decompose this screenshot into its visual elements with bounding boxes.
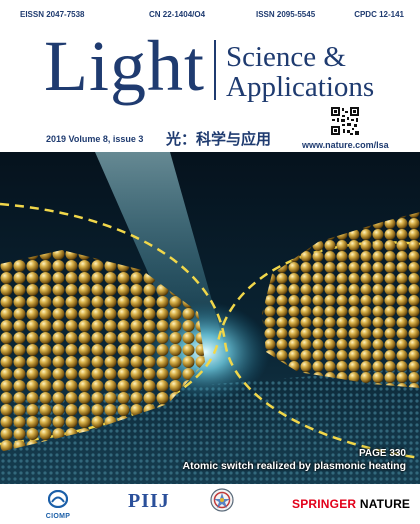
cn-label: CN 22-1404/O4 xyxy=(149,10,206,19)
ciomp-emblem-icon xyxy=(47,489,69,509)
springer-nature-logo: SPRINGER NATURE xyxy=(292,497,410,511)
pilj-logo: PIIJ xyxy=(128,490,170,512)
society-seal-icon xyxy=(210,488,234,512)
nature-word: NATURE xyxy=(359,497,411,511)
feature-caption: PAGE 330 Atomic switch realized by plasm… xyxy=(183,447,406,473)
journal-title: Light xyxy=(44,26,205,106)
identifier-bar: EISSN 2047-7538 CN 22-1404/O4 ISSN 2095-… xyxy=(20,10,404,22)
cpdc-label: CPDC 12-141 xyxy=(354,10,404,19)
ciomp-label: CIOMP xyxy=(45,513,71,520)
title-divider xyxy=(214,40,216,100)
feature-headline: Atomic switch realized by plasmonic heat… xyxy=(182,460,406,472)
eissn-label: EISSN 2047-7538 xyxy=(20,10,85,19)
issue-label: 2019 Volume 8, issue 3 xyxy=(46,134,144,144)
issn-label: ISSN 2095-5545 xyxy=(256,10,316,19)
feature-page: PAGE 330 xyxy=(358,448,406,459)
subtitle-line-2: Applications xyxy=(226,71,375,103)
website-url: www.nature.com/lsa xyxy=(302,140,389,150)
chinese-title: 光：科学与应用 xyxy=(166,130,272,148)
publisher-footer: CIOMP PIIJ SPRINGER NATURE xyxy=(0,484,420,524)
cover-artwork: PAGE 330 Atomic switch realized by plasm… xyxy=(0,152,420,484)
qr-code-icon xyxy=(330,106,360,136)
ciomp-logo: CIOMP xyxy=(40,489,76,520)
subtitle-line-1: Science & xyxy=(226,41,346,73)
springer-word: SPRINGER xyxy=(292,497,357,511)
